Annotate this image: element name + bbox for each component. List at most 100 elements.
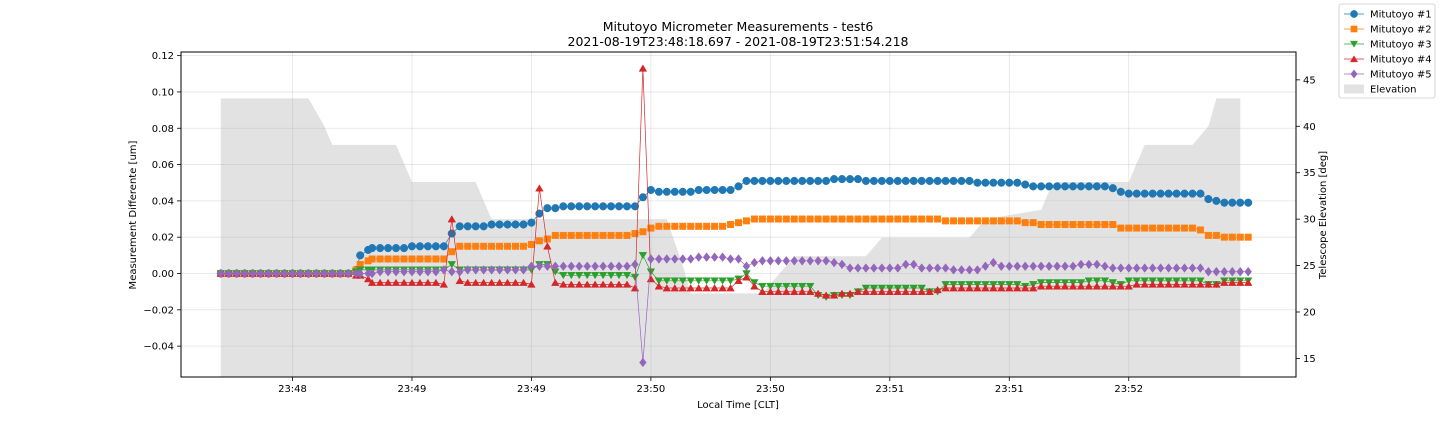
data-point [1013, 284, 1022, 292]
data-point [1092, 182, 1101, 191]
data-point [504, 242, 512, 250]
data-point [989, 178, 998, 187]
data-point [384, 244, 393, 253]
data-point [766, 255, 775, 266]
data-point [567, 261, 576, 272]
data-point [439, 242, 448, 251]
data-point [631, 259, 639, 270]
data-point [663, 254, 671, 264]
data-point [495, 278, 504, 286]
data-point [798, 255, 806, 266]
data-point [455, 266, 464, 277]
data-point [496, 242, 504, 250]
data-point [423, 278, 433, 286]
data-point [797, 282, 807, 291]
y2-tick-label: 45 [1303, 75, 1316, 86]
y-tick-label: 0.00 [152, 269, 174, 280]
data-point [1124, 263, 1133, 273]
y-tick-label: 0.02 [152, 233, 174, 244]
data-point [1021, 219, 1029, 227]
data-point [479, 278, 488, 286]
data-point [774, 215, 782, 223]
data-point [822, 215, 830, 223]
data-point [973, 265, 982, 275]
data-point [376, 266, 384, 277]
data-point [1204, 280, 1213, 288]
data-point [1052, 282, 1062, 290]
data-point [567, 272, 576, 280]
data-point [296, 268, 305, 279]
data-point [1021, 261, 1029, 272]
data-point [965, 284, 974, 292]
data-point [1084, 282, 1094, 290]
data-point [272, 268, 281, 279]
data-point [742, 261, 751, 272]
data-point [670, 277, 680, 285]
data-point [630, 202, 640, 211]
data-point [814, 255, 822, 266]
data-point [591, 202, 600, 211]
data-point [790, 215, 798, 223]
data-point [662, 284, 672, 292]
data-point [328, 268, 337, 279]
data-point [806, 215, 814, 223]
data-point [217, 268, 225, 279]
data-point [1164, 280, 1173, 288]
data-point [575, 202, 584, 211]
data-point [463, 265, 472, 275]
data-point [471, 222, 480, 231]
data-point [1180, 189, 1189, 198]
data-point [367, 278, 377, 286]
axes-layer: 23:48 23:49 23:49 23:50 23:50 23:51 23:51 23:52… [143, 51, 1315, 395]
data-point [1116, 282, 1126, 290]
data-point [543, 235, 551, 243]
data-point [869, 176, 878, 185]
legend-item: Mitutoyo #4 [1344, 55, 1432, 66]
data-point [655, 254, 663, 264]
data-point [703, 222, 711, 230]
plot-frame [180, 51, 1297, 378]
data-point [647, 224, 655, 232]
data-point [909, 287, 918, 295]
data-point [711, 222, 719, 230]
data-point [1100, 182, 1109, 191]
data-point [655, 222, 663, 230]
data-point [1124, 282, 1133, 290]
data-point [989, 257, 998, 268]
data-point [917, 287, 926, 295]
data-point [718, 284, 727, 292]
data-point [424, 255, 432, 263]
data-point [472, 242, 480, 250]
y-tick-label: 0.12 [152, 51, 174, 62]
data-point [877, 287, 887, 295]
data-point [559, 261, 568, 272]
data-point [615, 231, 623, 239]
data-point [1196, 263, 1205, 273]
x-tick-label: 23:52 [1114, 384, 1143, 395]
y2-axis-label: Telescope Elevation [deg] [1318, 151, 1329, 280]
data-point [583, 202, 592, 211]
data-point [391, 244, 401, 253]
data-point [925, 176, 934, 185]
data-point [392, 255, 400, 263]
data-point [702, 252, 711, 262]
data-point [567, 202, 576, 211]
data-point [1157, 224, 1165, 232]
data-point [503, 220, 512, 229]
data-point [822, 176, 831, 185]
data-point [678, 187, 687, 196]
data-point [1060, 182, 1070, 191]
data-point [694, 185, 703, 195]
data-point [790, 287, 799, 295]
data-point [1028, 284, 1038, 292]
data-point [678, 254, 687, 264]
data-point [535, 261, 544, 272]
data-point [686, 254, 695, 264]
data-point [248, 268, 257, 279]
data-point [463, 278, 472, 286]
data-point [623, 231, 631, 239]
data-point [790, 176, 799, 185]
data-point [1005, 178, 1014, 187]
data-point [591, 261, 599, 272]
